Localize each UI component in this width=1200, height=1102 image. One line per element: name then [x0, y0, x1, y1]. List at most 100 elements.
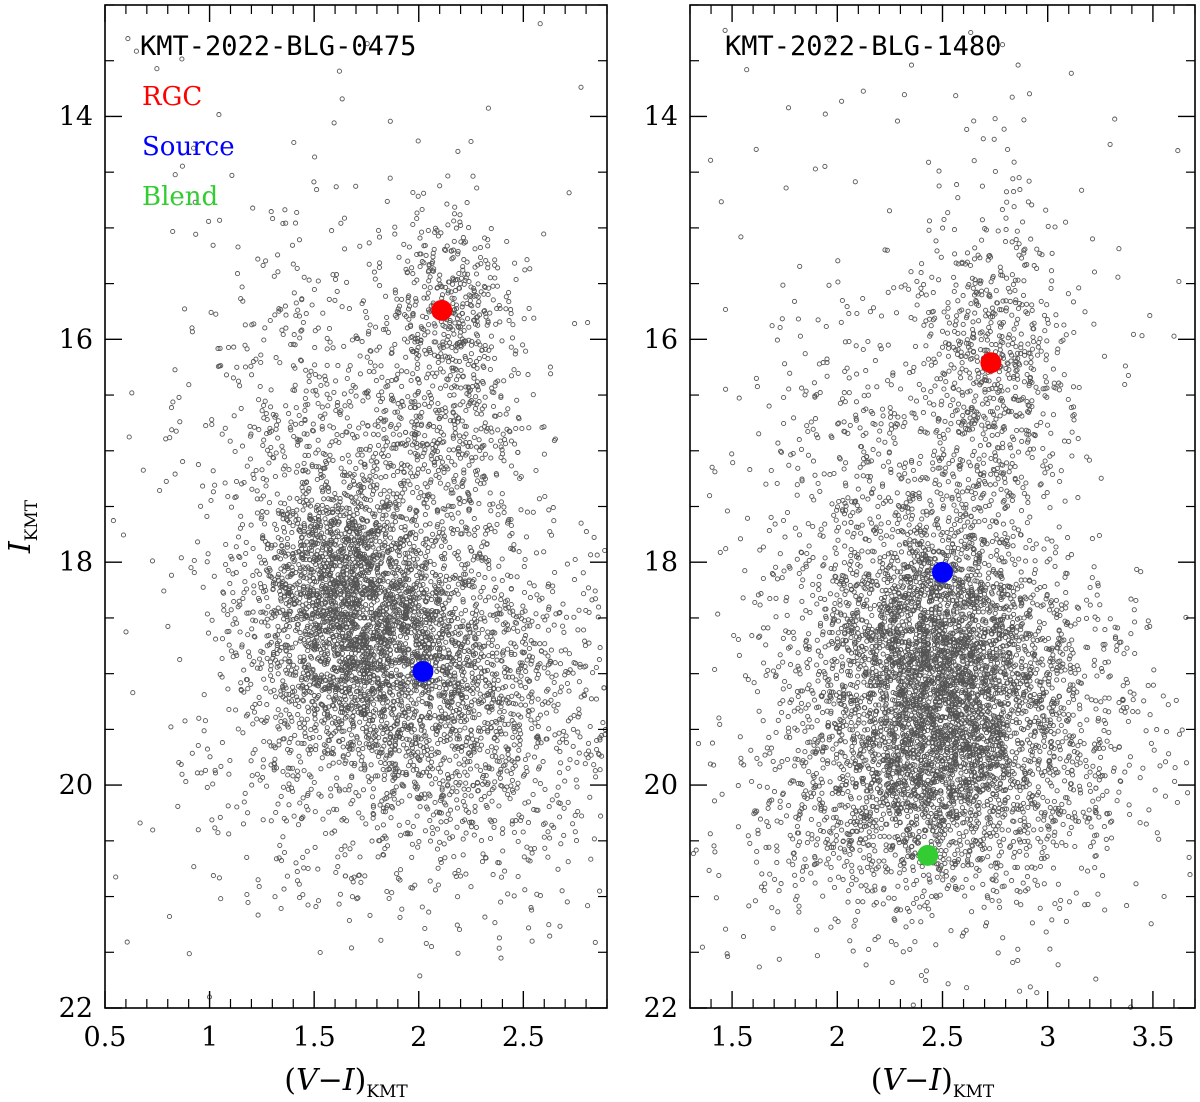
field-star: [331, 389, 337, 395]
field-star: [315, 325, 321, 331]
field-star: [188, 565, 194, 571]
field-star: [296, 703, 302, 710]
field-star: [447, 816, 453, 822]
field-star: [534, 665, 540, 671]
field-star: [277, 360, 283, 366]
field-star: [274, 422, 280, 428]
field-star: [508, 463, 515, 469]
field-star: [295, 712, 301, 718]
field-star: [248, 522, 254, 528]
field-star: [488, 226, 494, 232]
field-star: [366, 741, 372, 748]
field-star: [394, 594, 400, 600]
field-star: [209, 617, 215, 623]
field-star: [421, 462, 428, 468]
field-star: [451, 238, 457, 244]
field-star: [404, 369, 410, 375]
field-star: [244, 463, 250, 469]
field-star: [380, 447, 386, 453]
field-star: [437, 385, 444, 391]
field-star: [310, 734, 316, 740]
field-star: [503, 306, 509, 312]
field-star: [373, 473, 379, 480]
field-star: [286, 699, 292, 705]
field-star: [401, 241, 407, 247]
field-star: [407, 793, 413, 799]
field-star: [408, 659, 414, 665]
field-star: [489, 753, 495, 759]
field-star: [267, 659, 274, 665]
field-star: [396, 254, 402, 260]
field-star: [477, 594, 483, 600]
field-star: [480, 363, 486, 369]
field-star: [410, 714, 416, 720]
field-star: [399, 368, 405, 374]
field-star: [216, 112, 222, 118]
field-star: [268, 404, 274, 410]
field-star: [374, 825, 380, 831]
field-star: [463, 780, 469, 786]
field-star: [457, 212, 463, 218]
field-star: [242, 364, 249, 370]
field-star: [392, 409, 398, 415]
field-star: [454, 797, 460, 803]
field-star: [436, 277, 442, 283]
field-star: [495, 512, 501, 518]
field-star: [455, 452, 462, 458]
field-star: [297, 335, 303, 341]
field-star: [223, 561, 229, 568]
field-star: [487, 275, 493, 281]
field-star: [312, 716, 318, 722]
field-star: [483, 531, 489, 537]
field-star: [454, 484, 460, 490]
field-stars-0475: [110, 21, 608, 1000]
field-star: [578, 520, 584, 526]
field-star: [309, 610, 316, 617]
field-star: [435, 638, 441, 644]
field-star: [276, 628, 282, 634]
field-star: [406, 577, 412, 583]
field-star: [397, 633, 403, 639]
field-star: [385, 378, 391, 385]
field-star: [225, 567, 231, 574]
field-star: [283, 622, 289, 629]
field-star: [476, 501, 482, 507]
field-star: [413, 413, 419, 419]
field-star: [358, 691, 364, 697]
field-star: [438, 543, 445, 549]
field-star: [438, 761, 444, 767]
field-star: [588, 752, 594, 758]
field-star: [473, 358, 480, 365]
field-star: [481, 403, 488, 409]
field-star: [415, 361, 421, 367]
field-star: [341, 391, 347, 397]
field-star: [300, 319, 306, 326]
field-star: [425, 227, 431, 234]
field-star: [414, 210, 420, 216]
field-star: [291, 290, 297, 296]
field-star: [363, 308, 369, 315]
field-star: [250, 721, 256, 727]
field-star: [298, 328, 304, 334]
field-star: [396, 564, 402, 571]
field-star: [359, 339, 365, 345]
field-star: [366, 328, 372, 334]
field-star: [416, 590, 422, 596]
field-star: [485, 629, 491, 635]
field-star: [351, 763, 357, 769]
field-star: [468, 732, 474, 738]
field-star: [438, 737, 444, 743]
field-star: [244, 677, 250, 683]
field-star: [492, 443, 499, 449]
field-star: [469, 303, 475, 309]
field-star: [422, 512, 428, 518]
field-star: [260, 609, 266, 615]
field-star: [472, 532, 478, 538]
field-star: [235, 534, 242, 540]
field-star: [490, 403, 497, 410]
field-star: [423, 553, 429, 559]
field-star: [485, 243, 491, 249]
field-star: [472, 803, 478, 809]
field-star: [378, 491, 384, 497]
